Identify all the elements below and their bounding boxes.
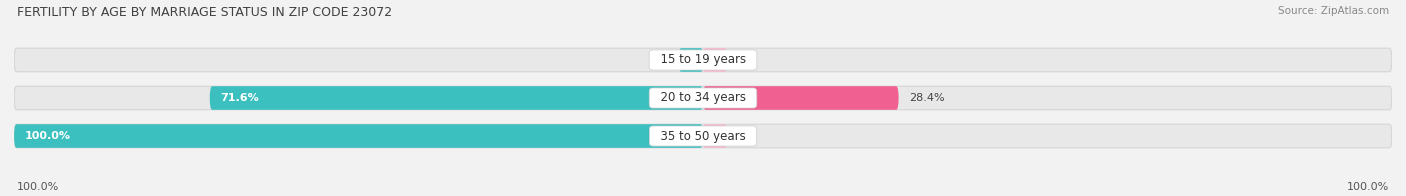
Text: 20 to 34 years: 20 to 34 years (652, 92, 754, 104)
FancyBboxPatch shape (679, 48, 703, 72)
Text: 28.4%: 28.4% (910, 93, 945, 103)
Text: 100.0%: 100.0% (24, 131, 70, 141)
Text: 0.0%: 0.0% (713, 55, 741, 65)
Text: Source: ZipAtlas.com: Source: ZipAtlas.com (1278, 6, 1389, 16)
Text: FERTILITY BY AGE BY MARRIAGE STATUS IN ZIP CODE 23072: FERTILITY BY AGE BY MARRIAGE STATUS IN Z… (17, 6, 392, 19)
FancyBboxPatch shape (703, 86, 898, 110)
Text: 100.0%: 100.0% (17, 182, 59, 192)
Text: 15 to 19 years: 15 to 19 years (652, 54, 754, 66)
Text: 0.0%: 0.0% (713, 131, 741, 141)
FancyBboxPatch shape (14, 124, 1392, 148)
FancyBboxPatch shape (14, 86, 1392, 110)
FancyBboxPatch shape (14, 48, 1392, 72)
FancyBboxPatch shape (703, 48, 727, 72)
FancyBboxPatch shape (14, 124, 703, 148)
FancyBboxPatch shape (703, 124, 727, 148)
Text: 100.0%: 100.0% (1347, 182, 1389, 192)
Text: 35 to 50 years: 35 to 50 years (652, 130, 754, 142)
Text: 0.0%: 0.0% (665, 55, 693, 65)
Text: 71.6%: 71.6% (221, 93, 259, 103)
FancyBboxPatch shape (209, 86, 703, 110)
